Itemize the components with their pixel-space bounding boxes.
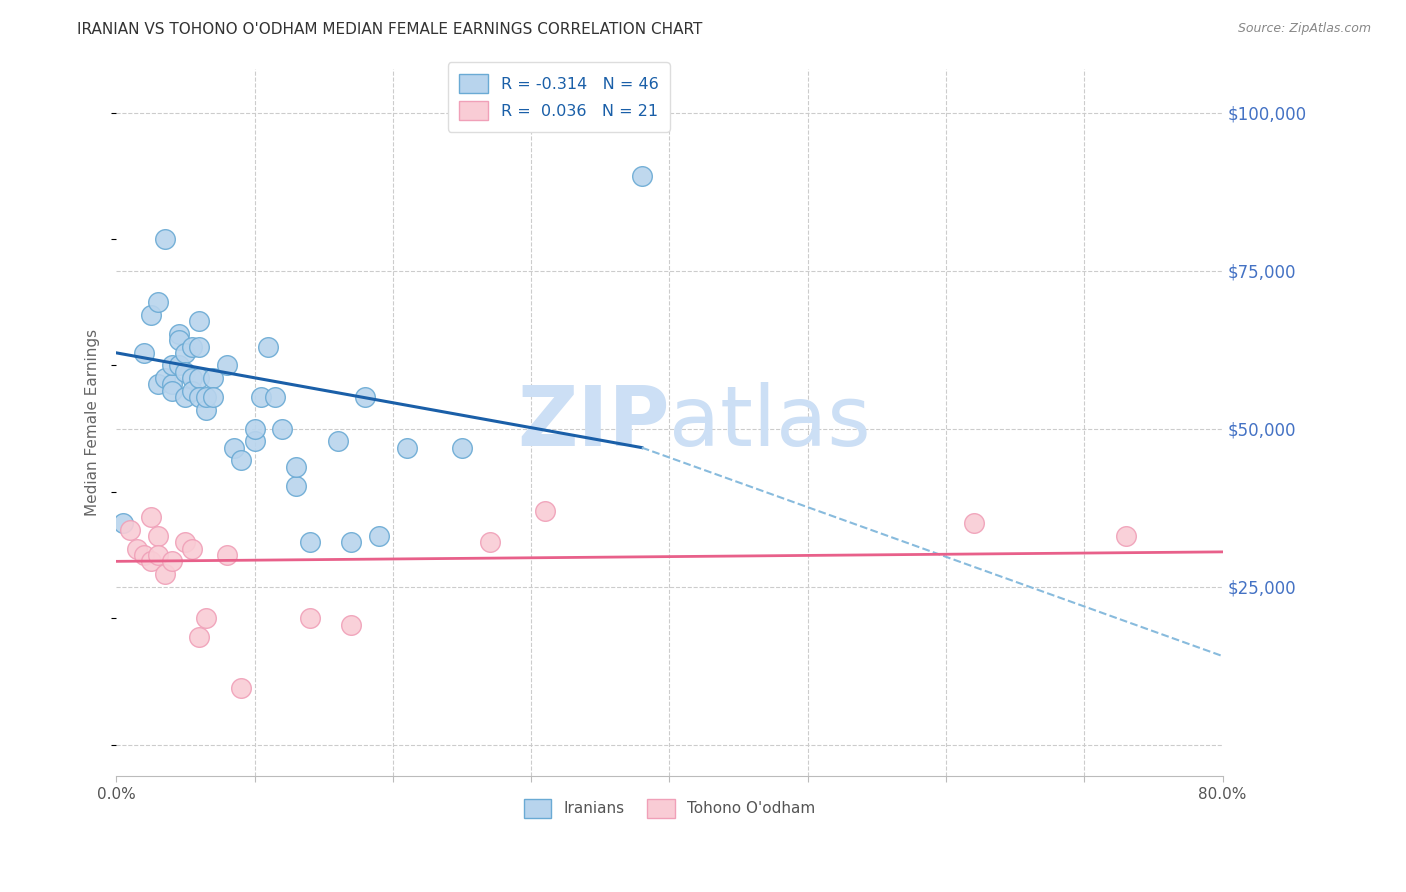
Point	[174, 390, 197, 404]
Point	[202, 371, 225, 385]
Point	[195, 390, 218, 404]
Point	[125, 541, 148, 556]
Point	[243, 434, 266, 449]
Point	[167, 333, 190, 347]
Point	[167, 326, 190, 341]
Point	[112, 516, 135, 531]
Point	[243, 422, 266, 436]
Point	[160, 359, 183, 373]
Point	[478, 535, 501, 549]
Point	[257, 339, 280, 353]
Y-axis label: Median Female Earnings: Median Female Earnings	[86, 329, 100, 516]
Point	[963, 516, 986, 531]
Point	[368, 529, 391, 543]
Point	[146, 548, 169, 562]
Text: Source: ZipAtlas.com: Source: ZipAtlas.com	[1237, 22, 1371, 36]
Point	[181, 541, 204, 556]
Point	[139, 554, 162, 568]
Point	[298, 535, 321, 549]
Point	[132, 548, 155, 562]
Point	[181, 384, 204, 398]
Point	[132, 346, 155, 360]
Point	[451, 441, 474, 455]
Point	[188, 371, 211, 385]
Point	[174, 365, 197, 379]
Point	[195, 402, 218, 417]
Text: IRANIAN VS TOHONO O'ODHAM MEDIAN FEMALE EARNINGS CORRELATION CHART: IRANIAN VS TOHONO O'ODHAM MEDIAN FEMALE …	[77, 22, 703, 37]
Point	[340, 617, 363, 632]
Point	[229, 453, 252, 467]
Point	[285, 459, 308, 474]
Point	[340, 535, 363, 549]
Point	[188, 339, 211, 353]
Point	[153, 566, 176, 581]
Point	[271, 422, 294, 436]
Point	[174, 346, 197, 360]
Point	[264, 390, 287, 404]
Point	[188, 390, 211, 404]
Point	[215, 359, 238, 373]
Point	[285, 478, 308, 492]
Point	[153, 232, 176, 246]
Point	[120, 523, 142, 537]
Point	[160, 384, 183, 398]
Point	[181, 339, 204, 353]
Point	[250, 390, 273, 404]
Point	[298, 611, 321, 625]
Point	[202, 390, 225, 404]
Point	[354, 390, 377, 404]
Text: atlas: atlas	[669, 382, 872, 463]
Point	[326, 434, 349, 449]
Point	[630, 169, 652, 183]
Point	[181, 371, 204, 385]
Point	[160, 377, 183, 392]
Point	[1115, 529, 1137, 543]
Point	[139, 510, 162, 524]
Text: ZIP: ZIP	[517, 382, 669, 463]
Point	[222, 441, 245, 455]
Point	[153, 371, 176, 385]
Point	[188, 630, 211, 644]
Point	[146, 295, 169, 310]
Point	[229, 681, 252, 695]
Legend: Iranians, Tohono O'odham: Iranians, Tohono O'odham	[516, 791, 823, 825]
Point	[167, 359, 190, 373]
Point	[160, 554, 183, 568]
Point	[139, 308, 162, 322]
Point	[146, 529, 169, 543]
Point	[188, 314, 211, 328]
Point	[215, 548, 238, 562]
Point	[146, 377, 169, 392]
Point	[534, 504, 557, 518]
Point	[395, 441, 418, 455]
Point	[195, 611, 218, 625]
Point	[174, 535, 197, 549]
